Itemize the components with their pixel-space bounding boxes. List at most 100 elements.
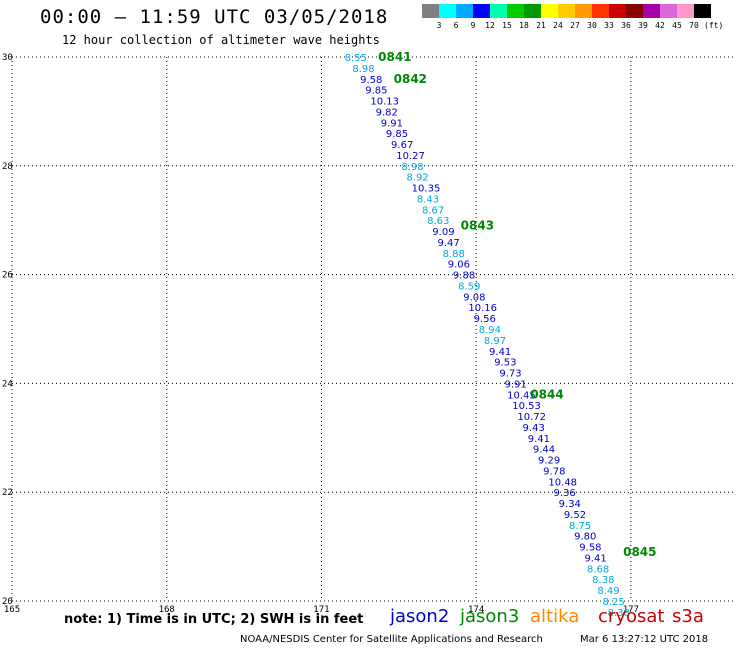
data-label: 8.75 — [569, 521, 591, 532]
data-label: 8.43 — [417, 194, 439, 205]
data-label: 8.67 — [422, 205, 444, 216]
data-label: 9.88 — [453, 271, 475, 282]
data-label: 9.43 — [523, 423, 545, 434]
colorbar-label: 33 — [604, 21, 614, 30]
colorbar-swatch — [558, 4, 575, 18]
colorbar-label: 9 — [470, 21, 476, 30]
data-label: 10.48 — [548, 477, 577, 488]
chart-subtitle: 12 hour collection of altimeter wave hei… — [62, 33, 380, 47]
data-label: 9.56 — [474, 314, 496, 325]
legend-s3a: s3a — [672, 606, 704, 627]
colorbar-swatch — [643, 4, 660, 18]
colorbar-swatch — [575, 4, 592, 18]
legend-altika: altika — [530, 606, 580, 627]
data-label: 9.52 — [564, 510, 586, 521]
colorbar-swatch — [524, 4, 541, 18]
colorbar-label: 6 — [453, 21, 459, 30]
colorbar-unit: (ft) — [704, 21, 724, 30]
colorbar-label: 42 — [655, 21, 665, 30]
data-label: 9.73 — [499, 369, 521, 380]
colorbar-label: 24 — [553, 21, 563, 30]
data-label: 9.41 — [528, 434, 550, 445]
colorbar-label: 18 — [519, 21, 529, 30]
time-annotation: 0845 — [623, 545, 656, 559]
x-tick-label: 174 — [468, 605, 484, 615]
legend-jason2: jason2 — [390, 606, 450, 627]
data-label: 8.94 — [479, 325, 501, 336]
data-label: 9.47 — [437, 238, 459, 249]
colorbar-swatch — [677, 4, 694, 18]
x-tick-label: 177 — [623, 605, 639, 615]
data-label: 9.29 — [538, 456, 560, 467]
x-tick-label: 168 — [159, 605, 175, 615]
colorbar-swatch — [456, 4, 473, 18]
time-annotation: 0843 — [461, 219, 494, 233]
data-label: 10.35 — [412, 184, 441, 195]
data-label: 9.67 — [391, 140, 413, 151]
data-label: 9.78 — [543, 466, 565, 477]
data-label: 8.59 — [458, 281, 480, 292]
colorbar-label: 39 — [638, 21, 648, 30]
data-label: 9.80 — [574, 532, 596, 543]
data-label: 10.16 — [468, 303, 497, 314]
data-label: 8.38 — [592, 575, 614, 586]
data-label: 9.85 — [386, 129, 408, 140]
y-tick-label: 30 — [2, 53, 13, 63]
y-tick-label: 26 — [2, 271, 13, 281]
colorbar-swatch — [626, 4, 643, 18]
colorbar-label: 70 — [689, 21, 699, 30]
data-label: 9.34 — [559, 499, 581, 510]
data-label: 8.98 — [401, 162, 423, 173]
y-tick-label: 28 — [2, 162, 13, 172]
colorbar-swatch — [592, 4, 609, 18]
y-tick-label: 24 — [2, 379, 13, 389]
data-label: 8.98 — [352, 64, 374, 75]
colorbar-label: 45 — [672, 21, 682, 30]
data-label: 9.91 — [505, 379, 527, 390]
colorbar-label: 36 — [621, 21, 631, 30]
data-label: 9.85 — [365, 86, 387, 97]
footnote: note: 1) Time is in UTC; 2) SWH is in fe… — [64, 612, 364, 627]
colorbar-swatch — [439, 4, 456, 18]
data-label: 8.63 — [427, 216, 449, 227]
data-label: 9.41 — [584, 553, 606, 564]
data-label: 8.38 — [608, 608, 630, 619]
data-label: 9.58 — [360, 75, 382, 86]
colorbar-swatch — [490, 4, 507, 18]
generated-timestamp: Mar 6 13:27:12 UTC 2018 — [580, 634, 709, 645]
colorbar-swatch — [422, 4, 439, 18]
data-label: 8.55 — [345, 53, 367, 64]
data-label: 9.53 — [494, 358, 516, 369]
data-label: 9.41 — [489, 347, 511, 358]
data-label: 9.08 — [463, 292, 485, 303]
data-label: 9.44 — [533, 445, 555, 456]
data-label: 8.92 — [407, 173, 429, 184]
data-label: 9.82 — [376, 107, 398, 118]
data-label: 9.06 — [448, 260, 470, 271]
colorbar-label: 21 — [536, 21, 546, 30]
data-label: 9.09 — [432, 227, 454, 238]
chart-title: 00:00 – 11:59 UTC 03/05/2018 — [40, 6, 389, 28]
colorbar-label: 30 — [587, 21, 597, 30]
y-tick-label: 22 — [2, 488, 13, 498]
data-label: 8.25 — [602, 597, 624, 608]
colorbar-label: 3 — [436, 21, 442, 30]
time-annotation: 0842 — [394, 72, 427, 86]
data-label: 9.36 — [554, 488, 576, 499]
x-tick-label: 171 — [313, 605, 329, 615]
data-label: 10.27 — [396, 151, 425, 162]
data-label: 10.72 — [517, 412, 546, 423]
y-tick-label: 20 — [2, 597, 13, 607]
data-label: 8.97 — [484, 336, 506, 347]
colorbar-swatch — [473, 4, 490, 18]
data-label: 10.45 — [507, 390, 536, 401]
colorbar-swatch — [609, 4, 626, 18]
colorbar-label: 15 — [502, 21, 512, 30]
data-label: 8.88 — [443, 249, 465, 260]
colorbar-swatch — [507, 4, 524, 18]
time-annotation: 0844 — [530, 387, 563, 401]
colorbar-swatch — [660, 4, 677, 18]
data-label: 8.49 — [597, 586, 619, 597]
data-label: 9.58 — [579, 543, 601, 554]
